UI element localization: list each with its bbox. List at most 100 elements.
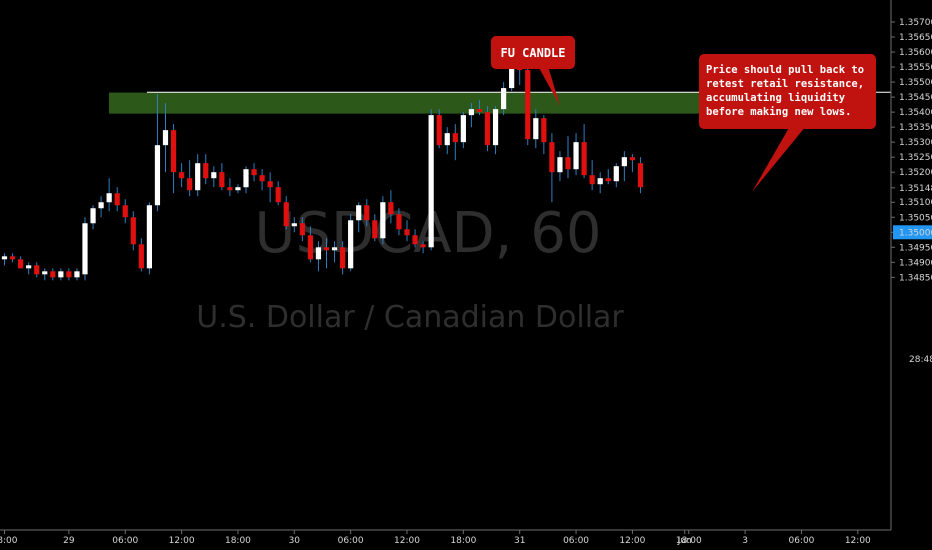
candle-down[interactable] bbox=[549, 142, 555, 173]
candle-up[interactable] bbox=[597, 178, 603, 185]
candle-up[interactable] bbox=[1, 256, 8, 260]
candle-down[interactable] bbox=[299, 223, 305, 236]
candle-up[interactable] bbox=[621, 157, 627, 167]
candle-up[interactable] bbox=[82, 223, 88, 275]
candle-up[interactable] bbox=[162, 130, 169, 146]
candle-up[interactable] bbox=[573, 142, 579, 170]
candle-up[interactable] bbox=[356, 205, 362, 221]
candle-down[interactable] bbox=[259, 175, 265, 182]
candle-down[interactable] bbox=[307, 235, 313, 260]
candle-down[interactable] bbox=[66, 271, 72, 278]
candle-down[interactable] bbox=[130, 217, 136, 245]
candle-down[interactable] bbox=[187, 178, 193, 191]
candle-down[interactable] bbox=[340, 247, 346, 269]
candle-down[interactable] bbox=[565, 157, 571, 170]
candle-down[interactable] bbox=[372, 220, 378, 239]
candle-down[interactable] bbox=[484, 112, 491, 146]
candle-down[interactable] bbox=[581, 142, 587, 176]
candle-down[interactable] bbox=[388, 202, 394, 215]
candle-up[interactable] bbox=[26, 265, 32, 269]
candle-down[interactable] bbox=[50, 271, 56, 278]
resistance-zone[interactable] bbox=[109, 92, 749, 114]
candle-down[interactable] bbox=[179, 172, 185, 179]
y-tick-label: 1.35050 bbox=[899, 213, 932, 223]
candle-down[interactable] bbox=[476, 109, 483, 113]
candle-down[interactable] bbox=[18, 259, 24, 269]
candle-down[interactable] bbox=[251, 169, 257, 176]
fu-candle-callout-pointer bbox=[538, 66, 560, 106]
candle-down[interactable] bbox=[275, 187, 281, 203]
x-tick-label: Jun bbox=[677, 536, 692, 546]
candle-down[interactable] bbox=[364, 205, 370, 221]
current-price-badge: 1.35000 bbox=[893, 225, 932, 240]
candle-up[interactable] bbox=[195, 163, 201, 191]
y-tick-label: 1.35300 bbox=[899, 138, 932, 148]
candle-down[interactable] bbox=[122, 205, 128, 218]
x-tick-label: 3 bbox=[742, 536, 748, 546]
candle-up[interactable] bbox=[243, 169, 249, 188]
candle-up[interactable] bbox=[468, 109, 474, 116]
fu-candle-callout[interactable]: FU CANDLE bbox=[491, 36, 575, 106]
candle-down[interactable] bbox=[412, 235, 418, 245]
candle-up[interactable] bbox=[380, 202, 386, 239]
candle-down[interactable] bbox=[637, 163, 644, 188]
candle-up[interactable] bbox=[492, 109, 499, 146]
symbol-watermark: USDCAD, 60 U.S. Dollar / Canadian Dollar bbox=[196, 201, 624, 335]
y-tick-label: 1.35500 bbox=[899, 78, 932, 88]
candle-up[interactable] bbox=[460, 115, 466, 143]
candle-down[interactable] bbox=[9, 256, 16, 260]
candle-up[interactable] bbox=[444, 133, 450, 146]
candle-down[interactable] bbox=[283, 202, 289, 227]
candle-up[interactable] bbox=[331, 247, 338, 251]
candle-down[interactable] bbox=[525, 70, 531, 140]
candle-up[interactable] bbox=[42, 271, 48, 275]
candle-up[interactable] bbox=[509, 52, 515, 89]
candle-down[interactable] bbox=[138, 244, 144, 269]
candle-down[interactable] bbox=[396, 214, 402, 230]
note-callout[interactable]: Price should pull back to retest retail … bbox=[699, 54, 876, 192]
candle-up[interactable] bbox=[557, 157, 563, 173]
watermark-symbol: USDCAD, 60 bbox=[254, 201, 601, 266]
current-price-badge-bg bbox=[893, 225, 932, 240]
candle-down[interactable] bbox=[203, 163, 209, 179]
candle-down[interactable] bbox=[404, 229, 410, 236]
candle-down[interactable] bbox=[219, 172, 225, 188]
candle-up[interactable] bbox=[146, 205, 152, 269]
candle-down[interactable] bbox=[323, 247, 330, 251]
candle-up[interactable] bbox=[211, 172, 217, 179]
candle-up[interactable] bbox=[58, 271, 64, 278]
y-tick-label: 1.35600 bbox=[899, 48, 932, 58]
candle-up[interactable] bbox=[533, 118, 539, 140]
candle-up[interactable] bbox=[98, 202, 104, 209]
y-tick-label: 1.35200 bbox=[899, 168, 932, 178]
candle-down[interactable] bbox=[34, 265, 40, 275]
candle-down[interactable] bbox=[267, 181, 273, 188]
candle-down[interactable] bbox=[589, 175, 595, 185]
candle-up[interactable] bbox=[613, 166, 619, 182]
candle-up[interactable] bbox=[90, 208, 96, 224]
candle-up[interactable] bbox=[428, 115, 434, 248]
candle-up[interactable] bbox=[74, 271, 80, 278]
candle-up[interactable] bbox=[501, 88, 507, 110]
candle-down[interactable] bbox=[605, 178, 611, 182]
candle-down[interactable] bbox=[436, 115, 442, 146]
current-price-label: 1.35000 bbox=[899, 228, 932, 238]
candle-up[interactable] bbox=[154, 145, 161, 206]
candle-down[interactable] bbox=[170, 130, 177, 173]
candle-down[interactable] bbox=[227, 187, 233, 191]
y-tick-label: 1.34850 bbox=[899, 273, 932, 283]
x-tick-label: 06:00 bbox=[788, 536, 814, 546]
candle-up[interactable] bbox=[348, 220, 354, 269]
candle-down[interactable] bbox=[420, 244, 426, 248]
candle-down[interactable] bbox=[541, 118, 547, 143]
candle-down[interactable] bbox=[629, 157, 635, 161]
candle-up[interactable] bbox=[315, 247, 322, 260]
x-tick-label: 06:00 bbox=[112, 536, 138, 546]
candle-up[interactable] bbox=[235, 187, 241, 191]
candle-down[interactable] bbox=[452, 133, 458, 143]
candle-up[interactable] bbox=[291, 223, 297, 227]
candle-up[interactable] bbox=[106, 193, 112, 203]
candle-down[interactable] bbox=[114, 193, 120, 206]
x-tick-label: 31 bbox=[514, 536, 525, 546]
